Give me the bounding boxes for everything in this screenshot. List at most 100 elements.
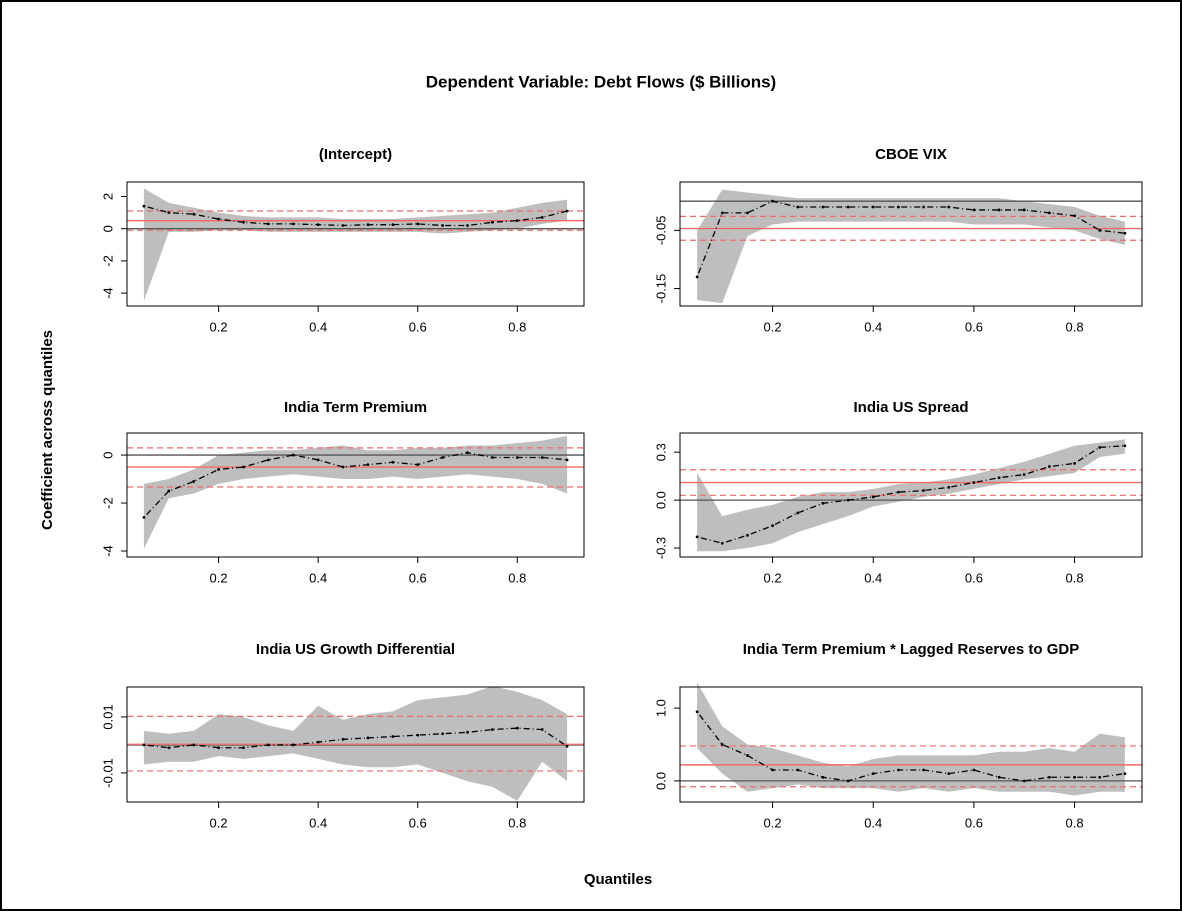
confidence-band bbox=[143, 188, 568, 302]
plot-frame bbox=[126, 432, 585, 558]
x-tick-label: 0.6 bbox=[965, 319, 983, 334]
y-tick-label: -0.05 bbox=[653, 215, 668, 245]
panel-title: CBOE VIX bbox=[875, 146, 947, 163]
x-tick-label: 0.2 bbox=[210, 815, 228, 830]
coefficient-point bbox=[142, 516, 146, 519]
coefficient-point bbox=[466, 224, 469, 227]
coefficient-point bbox=[167, 746, 171, 750]
coefficient-point bbox=[1073, 461, 1076, 465]
coefficient-point bbox=[167, 489, 171, 493]
coefficient-point bbox=[771, 768, 775, 772]
coefficient-point bbox=[1123, 772, 1127, 776]
confidence-band bbox=[143, 435, 568, 549]
y-tick-label: -0.15 bbox=[653, 274, 668, 304]
coefficient-line bbox=[143, 452, 568, 518]
coefficient-point bbox=[997, 775, 1001, 779]
panel-title: (Intercept) bbox=[319, 146, 392, 163]
coefficient-point bbox=[316, 223, 320, 227]
y-tick-label: 1.0 bbox=[653, 699, 668, 717]
coefficient-point bbox=[291, 453, 295, 457]
coefficient-point bbox=[1123, 231, 1127, 235]
x-tick-label: 0.2 bbox=[210, 570, 228, 585]
confidence-band bbox=[697, 189, 1125, 304]
coefficient-line bbox=[143, 205, 568, 227]
x-tick-label: 0.4 bbox=[309, 570, 327, 585]
coefficient-point bbox=[441, 456, 445, 459]
y-tick-label: 0.0 bbox=[653, 772, 668, 790]
coefficient-point bbox=[242, 465, 245, 469]
coefficient-point bbox=[217, 746, 220, 750]
plot-frame bbox=[679, 181, 1143, 307]
coefficient-point bbox=[565, 209, 569, 213]
coefficient-point bbox=[720, 211, 724, 215]
x-tick-label: 0.6 bbox=[965, 570, 983, 585]
coefficient-point bbox=[1098, 445, 1102, 449]
coefficient-point bbox=[416, 222, 420, 226]
x-tick-label: 0.2 bbox=[764, 815, 782, 830]
y-tick-label: -2 bbox=[100, 497, 115, 509]
coefficient-point bbox=[391, 223, 395, 227]
coefficient-point bbox=[796, 511, 800, 515]
coefficient-point bbox=[366, 736, 370, 740]
x-tick-label: 0.8 bbox=[1066, 570, 1084, 585]
coefficient-point bbox=[491, 728, 494, 731]
coefficient-point bbox=[922, 768, 925, 772]
coefficient-point bbox=[441, 224, 445, 227]
coefficient-point bbox=[897, 768, 900, 772]
coefficient-point bbox=[142, 204, 146, 208]
coefficient-point bbox=[466, 730, 469, 734]
plot-frame bbox=[679, 686, 1143, 803]
coefficient-point bbox=[1047, 211, 1051, 215]
plot-frame bbox=[126, 686, 585, 803]
x-tick-label: 0.4 bbox=[864, 815, 882, 830]
y-tick-label: -0.3 bbox=[653, 537, 668, 559]
coefficient-point bbox=[821, 205, 825, 209]
coefficient-point bbox=[746, 533, 749, 537]
y-tick-label: -0.01 bbox=[100, 758, 115, 788]
coefficient-point bbox=[771, 524, 775, 528]
x-axis-label: Quantiles bbox=[584, 871, 652, 888]
coefficient-point bbox=[922, 205, 925, 209]
coefficient-point bbox=[266, 222, 270, 226]
coefficient-point bbox=[997, 476, 1001, 480]
coefficient-point bbox=[695, 710, 699, 714]
coefficient-point bbox=[821, 775, 825, 779]
x-tick-label: 0.8 bbox=[1066, 815, 1084, 830]
coefficient-point bbox=[515, 219, 519, 223]
coefficient-point bbox=[192, 743, 196, 747]
y-axis-label: Coefficient across quantiles bbox=[39, 330, 56, 530]
coefficient-point bbox=[491, 220, 494, 224]
coefficient-point bbox=[1073, 214, 1076, 218]
coefficient-line bbox=[143, 727, 568, 749]
y-tick-label: -4 bbox=[100, 287, 115, 299]
panel-title: India Term Premium * Lagged Reserves to … bbox=[743, 641, 1080, 658]
coefficient-point bbox=[846, 498, 850, 502]
coefficient-point bbox=[217, 468, 220, 471]
coefficient-point bbox=[720, 541, 724, 545]
coefficient-point bbox=[695, 275, 699, 279]
x-tick-label: 0.2 bbox=[764, 570, 782, 585]
coefficient-point bbox=[515, 456, 519, 459]
panel-title: India Term Premium bbox=[284, 399, 427, 416]
y-tick-label: 2 bbox=[100, 193, 115, 200]
y-tick-label: 0.3 bbox=[653, 443, 668, 461]
x-tick-label: 0.6 bbox=[409, 815, 427, 830]
coefficient-point bbox=[746, 211, 749, 215]
coefficient-point bbox=[1022, 779, 1026, 783]
coefficient-point bbox=[491, 456, 494, 459]
figure-title: Dependent Variable: Debt Flows ($ Billio… bbox=[426, 72, 776, 91]
coefficient-point bbox=[846, 779, 850, 783]
coefficient-point bbox=[972, 208, 976, 212]
coefficient-point bbox=[972, 768, 976, 772]
y-tick-label: -4 bbox=[100, 545, 115, 557]
coefficient-point bbox=[242, 746, 245, 750]
coefficient-point bbox=[416, 733, 420, 737]
panel-title: India US Spread bbox=[853, 399, 968, 416]
coefficient-point bbox=[771, 199, 775, 203]
coefficient-point bbox=[515, 726, 519, 730]
coefficient-point bbox=[167, 211, 171, 214]
coefficient-point bbox=[720, 743, 724, 746]
coefficient-point bbox=[316, 458, 320, 462]
y-tick-label: -2 bbox=[100, 255, 115, 267]
coefficient-point bbox=[947, 205, 951, 209]
